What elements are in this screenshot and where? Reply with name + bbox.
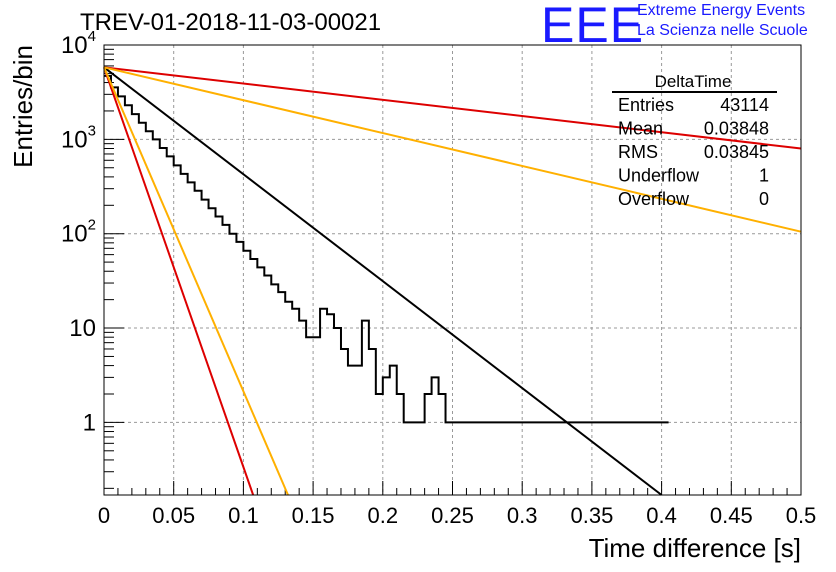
histogram-outline (104, 74, 669, 424)
lines-layer (103, 66, 802, 496)
y-tick-labels: 1 10 102 103 104 (61, 28, 96, 436)
stats-row-value: 0 (759, 189, 769, 209)
x-tick-label: 0.3 (507, 503, 538, 528)
eee-logo: EEE (541, 0, 645, 53)
x-tick-label: 0.25 (431, 503, 474, 528)
y-tick-label: 10 (69, 315, 96, 342)
stats-row-value: 43114 (720, 95, 769, 115)
stats-box: DeltaTime Entries 43114 Mean 0.03848 RMS 0.03… (612, 72, 777, 209)
x-tick-label: 0.4 (646, 503, 677, 528)
stats-row-value: 0.03845 (704, 142, 769, 162)
y-tick-label: 103 (61, 122, 96, 153)
x-tick-label: 0.15 (292, 503, 335, 528)
y-axis-label: Entries/bin (8, 45, 38, 168)
x-tick-label: 0.2 (368, 503, 399, 528)
x-axis-label: Time difference [s] (589, 533, 801, 563)
x-tick-label: 0.5 (786, 503, 817, 528)
grid-layer (103, 44, 802, 495)
stats-row-label: RMS (618, 142, 658, 162)
stats-row-value: 0.03848 (704, 119, 769, 139)
y-tick-label: 102 (61, 217, 96, 248)
stats-row-label: Entries (618, 95, 674, 115)
y-tick-label: 104 (61, 28, 96, 59)
x-tick-label: 0.05 (152, 503, 195, 528)
x-tick-label: 0 (98, 503, 110, 528)
stats-row-label: Mean (618, 119, 663, 139)
eee-logo-line2: La Scienza nelle Scuole (637, 22, 808, 39)
fit-line-2 (103, 66, 802, 150)
stats-row-label: Overflow (618, 189, 690, 209)
fit-line-3 (103, 66, 802, 233)
eee-logo-line1: Extreme Energy Events (637, 2, 806, 19)
stats-title: DeltaTime (655, 72, 732, 91)
x-tick-labels: 0 0.05 0.1 0.15 0.2 0.25 0.3 0.35 0.4 0.45 0.5 (98, 503, 816, 528)
x-tick-label: 0.45 (710, 503, 753, 528)
plot-frame (103, 44, 802, 496)
y-tick-label: 1 (83, 409, 96, 436)
x-tick-label: 0.1 (228, 503, 259, 528)
histogram-layer (104, 74, 669, 424)
stats-row-value: 1 (759, 166, 769, 186)
fit-line-1 (103, 66, 663, 496)
run-title: TREV-01-2018-11-03-00021 (80, 9, 382, 36)
stats-row-label: Underflow (618, 166, 700, 186)
fit-line-5 (103, 66, 289, 496)
x-tick-label: 0.35 (570, 503, 613, 528)
fit-line-4 (103, 66, 255, 496)
